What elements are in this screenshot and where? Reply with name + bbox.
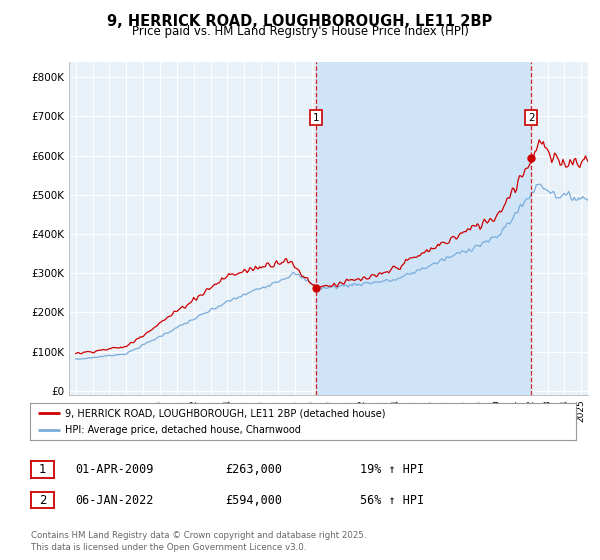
- Text: Contains HM Land Registry data © Crown copyright and database right 2025.
This d: Contains HM Land Registry data © Crown c…: [31, 531, 367, 552]
- Point: [311, 283, 320, 292]
- Text: £594,000: £594,000: [225, 493, 282, 507]
- Text: 2: 2: [528, 113, 535, 123]
- Text: 01-APR-2009: 01-APR-2009: [75, 463, 154, 476]
- Text: £263,000: £263,000: [225, 463, 282, 476]
- Text: 1: 1: [39, 463, 46, 476]
- Text: Price paid vs. HM Land Registry's House Price Index (HPI): Price paid vs. HM Land Registry's House …: [131, 25, 469, 38]
- Point: [527, 153, 536, 162]
- Bar: [316, 62, 532, 395]
- Text: 56% ↑ HPI: 56% ↑ HPI: [360, 493, 424, 507]
- Text: 9, HERRICK ROAD, LOUGHBOROUGH, LE11 2BP: 9, HERRICK ROAD, LOUGHBOROUGH, LE11 2BP: [107, 14, 493, 29]
- Text: 06-JAN-2022: 06-JAN-2022: [75, 493, 154, 507]
- Text: HPI: Average price, detached house, Charnwood: HPI: Average price, detached house, Char…: [65, 425, 301, 435]
- Text: 1: 1: [313, 113, 319, 123]
- Text: 2: 2: [39, 493, 46, 507]
- Text: 19% ↑ HPI: 19% ↑ HPI: [360, 463, 424, 476]
- Text: 9, HERRICK ROAD, LOUGHBOROUGH, LE11 2BP (detached house): 9, HERRICK ROAD, LOUGHBOROUGH, LE11 2BP …: [65, 408, 386, 418]
